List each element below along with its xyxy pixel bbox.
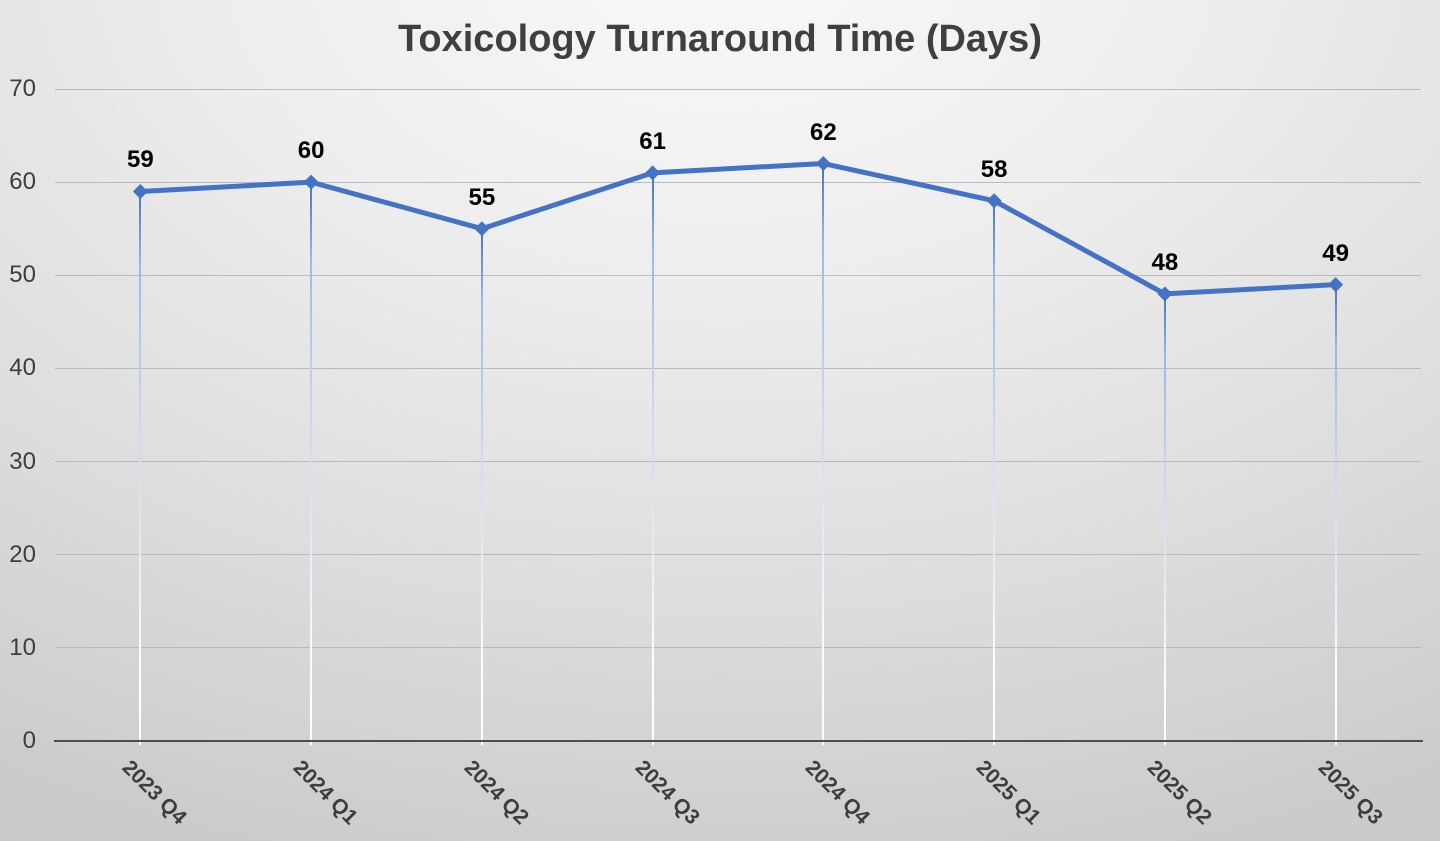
- data-label: 49: [1322, 239, 1349, 267]
- drop-line: [993, 200, 996, 745]
- data-point-marker: [474, 221, 490, 237]
- data-label: 55: [468, 183, 496, 211]
- data-point-marker: [1328, 277, 1344, 293]
- data-point-marker: [132, 183, 148, 199]
- y-gridline: [55, 647, 1421, 649]
- data-point-marker: [1157, 286, 1173, 302]
- data-point-marker: [986, 193, 1002, 209]
- y-axis-tick-label: 0: [22, 727, 36, 754]
- y-gridline: [55, 274, 1421, 276]
- data-point-marker: [303, 174, 319, 190]
- drop-line: [1334, 284, 1337, 745]
- data-label: 48: [1151, 248, 1179, 276]
- drop-line: [480, 228, 483, 745]
- data-label: 58: [980, 155, 1008, 183]
- x-axis-line: [54, 740, 1423, 743]
- data-label: 62: [810, 118, 837, 146]
- y-gridline: [55, 88, 1421, 90]
- chart-title: Toxicology Turnaround Time (Days): [398, 18, 1042, 60]
- y-axis-tick-label: 50: [9, 261, 36, 289]
- drop-line: [139, 191, 142, 745]
- data-label: 59: [127, 146, 154, 174]
- y-axis-tick-label: 30: [9, 447, 36, 475]
- data-point-marker: [645, 165, 661, 181]
- drop-line: [822, 163, 825, 745]
- data-point-marker: [815, 156, 831, 172]
- data-label: 61: [639, 127, 666, 155]
- drop-line: [651, 172, 654, 745]
- data-label: 60: [297, 137, 325, 165]
- y-axis-tick-label: 70: [9, 75, 36, 102]
- y-axis-tick-label: 20: [9, 540, 36, 568]
- series-line: [137, 161, 1339, 297]
- y-axis-tick-label: 40: [9, 354, 36, 382]
- y-axis-tick-label: 60: [9, 168, 36, 196]
- y-gridline: [55, 554, 1421, 556]
- drop-line: [310, 182, 313, 745]
- y-axis-tick-label: 10: [9, 633, 36, 661]
- drop-line: [1163, 293, 1166, 745]
- y-gridline: [55, 461, 1421, 463]
- y-gridline: [55, 181, 1421, 183]
- y-gridline: [55, 367, 1421, 369]
